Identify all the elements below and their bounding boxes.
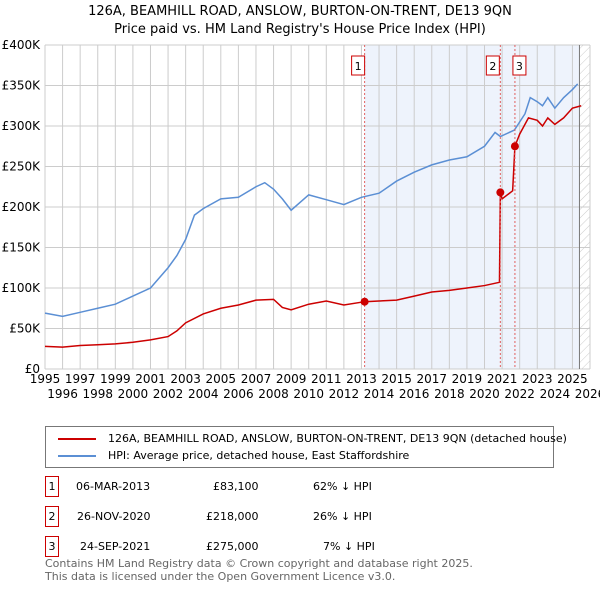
sale-number: 3 — [45, 536, 59, 557]
x-tick-label: 2002 — [153, 387, 184, 401]
x-tick-label: 2000 — [118, 387, 149, 401]
y-tick-label: £0 — [25, 362, 40, 376]
sale-hpi-diff: 62% ↓ HPI — [313, 480, 372, 493]
x-tick-label: 2018 — [434, 387, 465, 401]
y-tick-label: £200K — [2, 200, 42, 214]
sale-number: 2 — [45, 506, 59, 527]
sale-date: 24-SEP-2021 — [80, 540, 151, 553]
sale-price: £218,000 — [206, 510, 259, 523]
x-tick-label: 2022 — [504, 387, 535, 401]
footer: Contains HM Land Registry data © Crown c… — [45, 557, 473, 583]
sale-row: 1 06-MAR-2013 £83,100 62% ↓ HPI — [45, 476, 565, 498]
y-tick-label: £400K — [2, 38, 42, 52]
sale-hpi-diff: 26% ↓ HPI — [313, 510, 372, 523]
x-tick-label: 2020 — [469, 387, 500, 401]
sale-point — [496, 188, 505, 197]
x-tick-label: 1998 — [82, 387, 113, 401]
x-tick-label: 2013 — [346, 372, 377, 386]
x-tick-label: 1995 — [30, 372, 61, 386]
x-tick-label: 2001 — [135, 372, 166, 386]
legend-swatch-blue — [58, 454, 96, 457]
x-tick-label: 2021 — [487, 372, 518, 386]
x-tick-label: 1997 — [65, 372, 96, 386]
x-tick-label: 2017 — [417, 372, 448, 386]
series-line — [44, 83, 579, 318]
sale-row: 3 24-SEP-2021 £275,000 7% ↓ HPI — [45, 536, 565, 558]
x-tick-label: 2009 — [276, 372, 307, 386]
sale-price: £83,100 — [213, 480, 259, 493]
sale-date: 26-NOV-2020 — [77, 510, 151, 523]
y-tick-label: £100K — [2, 281, 42, 295]
x-tick-label: 2012 — [329, 387, 360, 401]
sale-marker-label: 1 — [355, 60, 362, 73]
x-tick-label: 2019 — [452, 372, 483, 386]
sale-marker-box — [485, 55, 500, 76]
x-tick-label: 1999 — [100, 372, 131, 386]
x-tick-label: 2011 — [311, 372, 342, 386]
footer-copyright: Contains HM Land Registry data © Crown c… — [45, 557, 473, 570]
sale-marker-box — [512, 55, 527, 76]
sale-hpi-diff: 7% ↓ HPI — [323, 540, 375, 553]
y-tick-label: £350K — [2, 79, 42, 93]
series-line — [44, 105, 582, 348]
x-tick-label: 2010 — [293, 387, 324, 401]
sale-marker-label: 3 — [516, 60, 523, 73]
legend: 126A, BEAMHILL ROAD, ANSLOW, BURTON-ON-T… — [45, 426, 567, 468]
chart-title: 126A, BEAMHILL ROAD, ANSLOW, BURTON-ON-T… — [88, 4, 512, 19]
x-tick-label: 2026 — [575, 387, 600, 401]
x-tick-label: 2008 — [258, 387, 289, 401]
sale-point — [510, 142, 519, 151]
chart-subtitle: Price paid vs. HM Land Registry's House … — [114, 22, 486, 37]
y-tick-label: £50K — [9, 322, 41, 336]
legend-label-hpi: HPI: Average price, detached house, East… — [108, 449, 410, 462]
x-tick-label: 2024 — [540, 387, 571, 401]
x-tick-label: 2003 — [170, 372, 201, 386]
price-chart: 1995199619971998199920002001200220032004… — [2, 38, 600, 401]
x-tick-label: 2005 — [206, 372, 237, 386]
sale-point — [360, 297, 369, 306]
y-tick-label: £150K — [2, 241, 42, 255]
x-tick-label: 2004 — [188, 387, 219, 401]
sale-number: 1 — [45, 476, 59, 497]
x-tick-label: 2023 — [522, 372, 553, 386]
y-tick-label: £300K — [2, 119, 42, 133]
sale-price: £275,000 — [206, 540, 259, 553]
x-tick-label: 2025 — [557, 372, 588, 386]
sale-marker-box — [351, 55, 366, 76]
sale-date: 06-MAR-2013 — [76, 480, 151, 493]
x-tick-label: 2016 — [399, 387, 430, 401]
y-tick-label: £250K — [2, 160, 42, 174]
x-tick-label: 2006 — [223, 387, 254, 401]
x-tick-label: 2015 — [381, 372, 412, 386]
sale-marker-label: 2 — [489, 60, 496, 73]
legend-swatch-red — [58, 437, 96, 440]
x-tick-label: 2007 — [241, 372, 272, 386]
sale-row: 2 26-NOV-2020 £218,000 26% ↓ HPI — [45, 506, 565, 528]
legend-label-property: 126A, BEAMHILL ROAD, ANSLOW, BURTON-ON-T… — [108, 432, 567, 445]
x-tick-label: 1996 — [47, 387, 78, 401]
x-tick-label: 2014 — [364, 387, 395, 401]
footer-licence: This data is licensed under the Open Gov… — [45, 570, 396, 583]
